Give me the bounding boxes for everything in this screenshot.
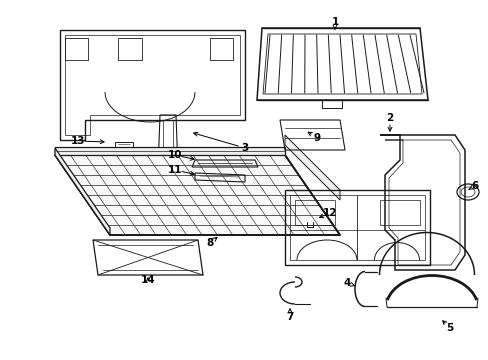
Text: 10: 10 [167,150,182,160]
Text: 2: 2 [386,113,393,123]
Text: 8: 8 [206,238,213,248]
Text: 11: 11 [167,165,182,175]
Polygon shape [285,135,339,200]
Text: 6: 6 [470,181,478,191]
Text: 12: 12 [322,208,337,218]
Text: 7: 7 [286,312,293,322]
Text: 5: 5 [446,323,453,333]
Text: 9: 9 [313,133,320,143]
Text: 3: 3 [241,143,248,153]
Polygon shape [55,148,110,235]
Text: 1: 1 [331,17,338,27]
Text: 13: 13 [71,136,85,146]
Polygon shape [55,155,339,235]
Text: 14: 14 [141,275,155,285]
Polygon shape [55,147,285,155]
Text: 4: 4 [343,278,350,288]
